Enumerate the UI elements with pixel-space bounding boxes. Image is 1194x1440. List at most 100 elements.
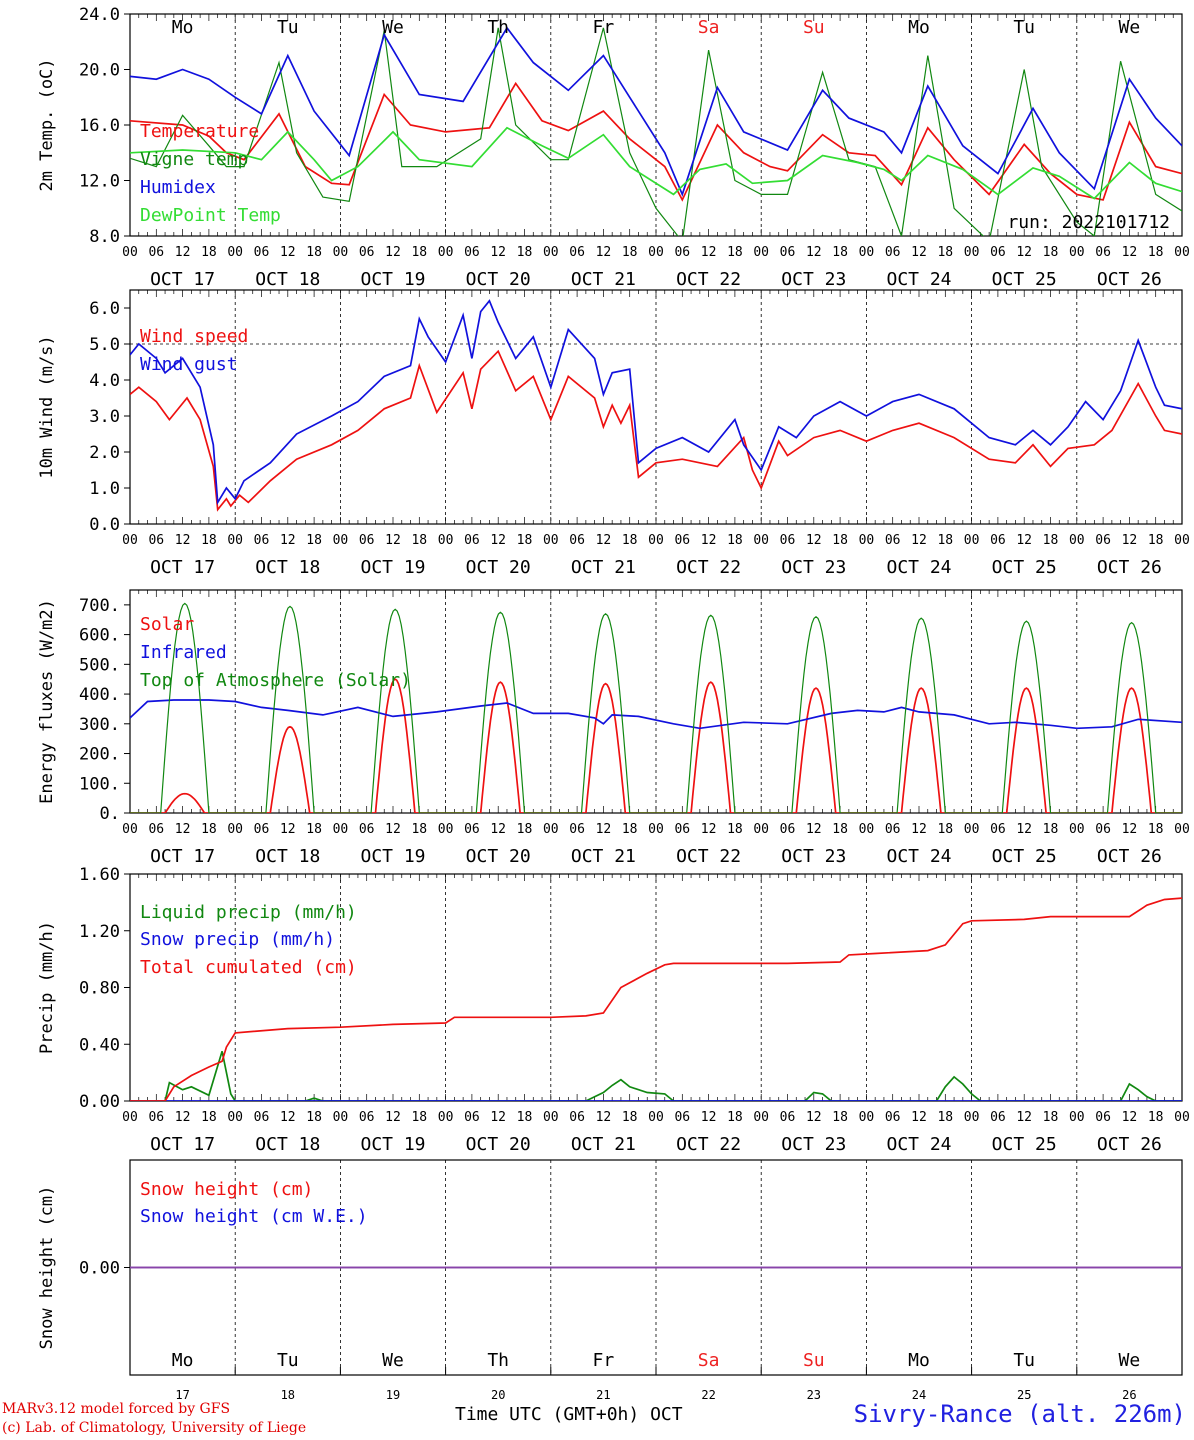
series-line-wind-speed [130, 349, 1182, 512]
x-hour-label: 12 [911, 245, 927, 260]
y-axis-title: Energy fluxes (W/m2) [37, 599, 57, 804]
legend-entry: Liquid precip (mm/h) [140, 902, 357, 923]
x-hour-label: 00 [438, 245, 454, 260]
x-hour-label: 18 [201, 1110, 217, 1125]
x-hour-label: 06 [569, 822, 585, 837]
panel-2 [124, 289, 1183, 525]
legend-entry: Snow height (cm) [140, 1179, 313, 1200]
x-date-label: OCT 17 [150, 846, 215, 867]
x-hour-label: 18 [1043, 822, 1059, 837]
x-hour-label: 12 [701, 533, 717, 548]
y-tick-label: 400. [79, 685, 120, 705]
y-tick-label: 6.0 [89, 299, 120, 319]
x-hour-label: 12 [1122, 533, 1138, 548]
x-hour-label: 06 [359, 533, 375, 548]
x-date-label: OCT 23 [781, 557, 846, 578]
y-tick-label: 0. [100, 804, 120, 824]
x-hour-label: 18 [1148, 533, 1164, 548]
x-hour-label: 00 [543, 533, 559, 548]
x-hour-label: 06 [1095, 1110, 1111, 1125]
station-name: Sivry-Rance (alt. 226m) [853, 1400, 1186, 1428]
x-date-label: OCT 20 [466, 1134, 531, 1155]
x-hour-label: 00 [859, 533, 875, 548]
panel-3 [124, 589, 1183, 814]
x-date-label: OCT 20 [466, 846, 531, 867]
day-number-label: 26 [1122, 1388, 1136, 1402]
x-date-label: OCT 21 [571, 557, 636, 578]
day-label: Mo [908, 1350, 930, 1371]
x-hour-label: 00 [227, 533, 243, 548]
x-hour-label: 12 [806, 245, 822, 260]
series-line-liquid-precip-mm-h- [130, 1051, 1182, 1101]
x-date-label: OCT 23 [781, 846, 846, 867]
x-date-label: OCT 21 [571, 1134, 636, 1155]
x-hour-label: 06 [1095, 822, 1111, 837]
x-hour-label: 06 [148, 1110, 164, 1125]
x-hour-label: 00 [859, 245, 875, 260]
x-hour-label: 12 [806, 822, 822, 837]
x-hour-label: 00 [1069, 533, 1085, 548]
x-hour-label: 00 [859, 822, 875, 837]
x-hour-label: 18 [517, 533, 533, 548]
day-label: Tu [1013, 17, 1035, 38]
x-hour-label: 12 [175, 245, 191, 260]
day-label: We [1119, 1350, 1141, 1371]
x-hour-label: 00 [648, 1110, 664, 1125]
x-hour-label: 06 [885, 245, 901, 260]
x-hour-label: 06 [885, 822, 901, 837]
lab-credit: (c) Lab. of Climatology, University of L… [2, 1420, 307, 1436]
x-date-label: OCT 22 [676, 846, 741, 867]
day-number-label: 18 [281, 1388, 295, 1402]
x-hour-label: 12 [806, 1110, 822, 1125]
x-hour-label: 00 [543, 245, 559, 260]
day-label: Su [803, 1350, 825, 1371]
series-line-solar [130, 678, 1182, 813]
x-hour-label: 00 [333, 822, 349, 837]
y-tick-label: 100. [79, 774, 120, 794]
series-line-humidex [130, 26, 1182, 197]
x-hour-label: 12 [701, 245, 717, 260]
series-line-infrared [130, 699, 1182, 730]
x-hour-label: 12 [385, 533, 401, 548]
y-tick-label: 700. [79, 596, 120, 616]
x-hour-label: 00 [1069, 245, 1085, 260]
y-axis-title: 2m Temp. (oC) [37, 58, 57, 191]
x-hour-label: 12 [280, 245, 296, 260]
series-line-total-cumulated-cm- [130, 897, 1182, 1101]
legend-entry: Wind speed [140, 326, 248, 347]
x-hour-label: 00 [648, 533, 664, 548]
x-hour-label: 12 [1016, 245, 1032, 260]
day-label: We [1119, 17, 1141, 38]
x-date-label: OCT 19 [360, 846, 425, 867]
day-label: Tu [277, 17, 299, 38]
x-date-label: OCT 25 [992, 846, 1057, 867]
x-hour-label: 18 [306, 1110, 322, 1125]
x-hour-label: 18 [832, 1110, 848, 1125]
day-number-label: 23 [807, 1388, 821, 1402]
x-date-label: OCT 25 [992, 1134, 1057, 1155]
x-hour-label: 12 [490, 822, 506, 837]
x-hour-label: 06 [674, 245, 690, 260]
x-hour-label: 00 [122, 822, 138, 837]
x-hour-label: 06 [254, 1110, 270, 1125]
legend-entry: Top of Atmosphere (Solar) [140, 670, 411, 691]
x-date-label: OCT 21 [571, 846, 636, 867]
x-hour-label: 12 [280, 533, 296, 548]
day-label: Th [487, 1350, 509, 1371]
x-date-label: OCT 17 [150, 269, 215, 290]
y-tick-label: 5.0 [89, 335, 120, 355]
x-date-label: OCT 17 [150, 1134, 215, 1155]
day-label: Sa [698, 17, 720, 38]
x-hour-label: 00 [333, 245, 349, 260]
y-tick-label: 24.0 [79, 5, 120, 25]
x-date-label: OCT 26 [1097, 557, 1162, 578]
x-hour-label: 18 [201, 533, 217, 548]
x-hour-label: 06 [780, 1110, 796, 1125]
x-hour-label: 06 [359, 1110, 375, 1125]
x-hour-label: 12 [175, 533, 191, 548]
x-hour-label: 06 [569, 533, 585, 548]
x-hour-label: 18 [1043, 1110, 1059, 1125]
x-hour-label: 00 [438, 822, 454, 837]
y-tick-label: 4.0 [89, 371, 120, 391]
